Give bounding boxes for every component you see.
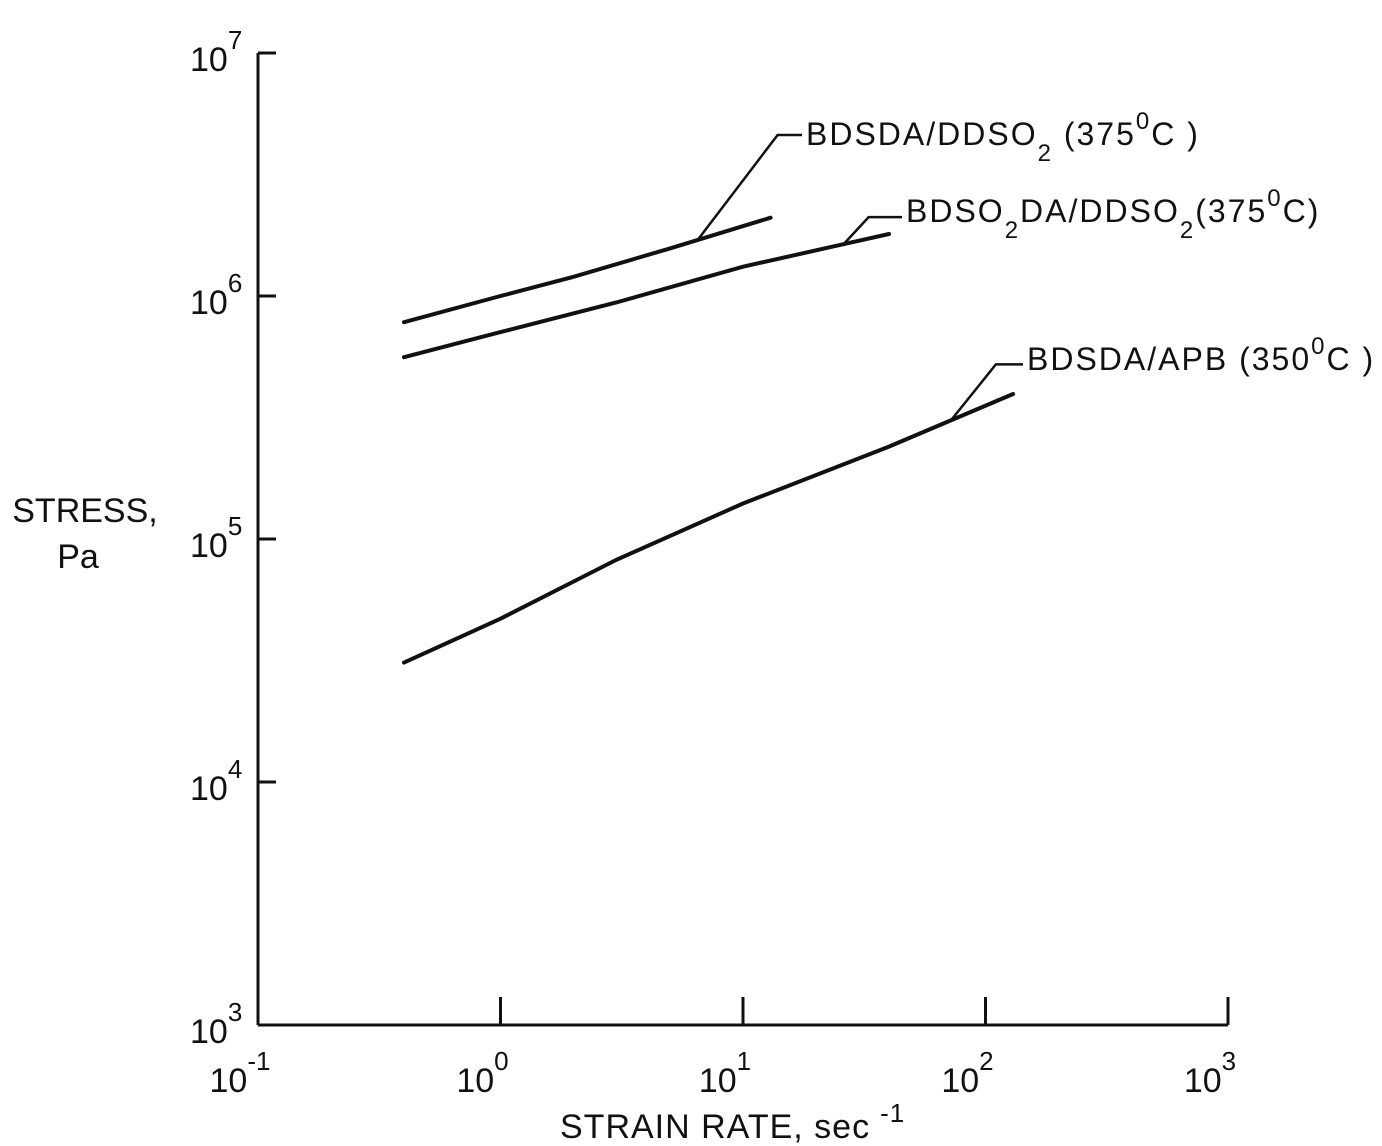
x-axis-title-text: STRAIN RATE, sec bbox=[560, 1108, 870, 1146]
y-axis-title: STRESS, bbox=[12, 492, 157, 530]
y-tick-label: 105 bbox=[190, 511, 242, 565]
series-line-1 bbox=[402, 215, 773, 325]
y-tick-label: 107 bbox=[190, 25, 242, 79]
series-group bbox=[402, 215, 1016, 665]
x-tick-label: 10-1 bbox=[210, 1046, 271, 1100]
series-leader-1 bbox=[696, 133, 802, 241]
y-axis-unit: Pa bbox=[57, 538, 99, 576]
series-leader-3 bbox=[949, 363, 1023, 422]
series-line-2 bbox=[402, 232, 891, 360]
series-labels: BDSDA/DDSO2 (3750C ) BDSO2DA/DDSO2(3750C)… bbox=[696, 108, 1375, 422]
y-tick-label: 103 bbox=[190, 997, 242, 1051]
x-tick-label: 100 bbox=[456, 1046, 508, 1100]
y-tick-label: 104 bbox=[190, 754, 242, 808]
series-line-3 bbox=[402, 392, 1016, 665]
x-axis-title-exp: -1 bbox=[880, 1098, 905, 1128]
series-label-1: BDSDA/DDSO2 (3750C ) bbox=[806, 108, 1200, 167]
x-axis-title: STRAIN RATE, sec -1 bbox=[560, 1098, 905, 1146]
series-label-3: BDSDA/APB (3500C ) bbox=[1027, 333, 1375, 377]
y-tick-label: 106 bbox=[190, 268, 242, 322]
series-leader-2 bbox=[842, 215, 902, 246]
x-ticks: 10-1 100 101 102 103 bbox=[210, 997, 1236, 1100]
x-tick-label: 103 bbox=[1184, 1046, 1236, 1100]
x-tick-label: 101 bbox=[699, 1046, 751, 1100]
series-label-2: BDSO2DA/DDSO2(3750C) bbox=[906, 185, 1320, 244]
x-tick-label: 102 bbox=[941, 1046, 993, 1100]
y-ticks: 103 104 105 106 107 bbox=[190, 25, 276, 1051]
